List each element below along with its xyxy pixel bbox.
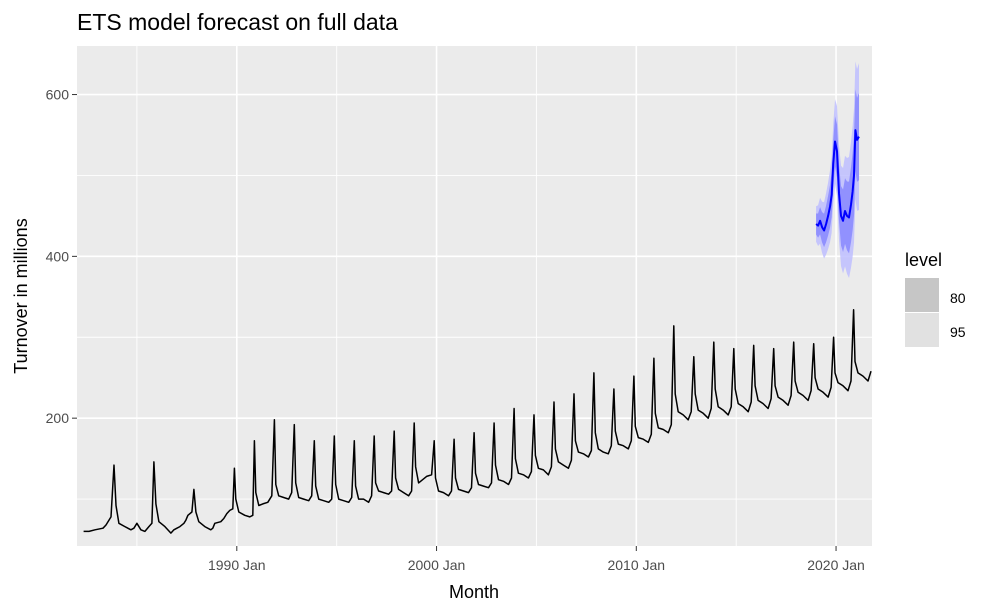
x-axis: 1990 Jan 2000 Jan 2010 Jan 2020 Jan <box>208 546 865 573</box>
y-tick-label-2: 600 <box>46 87 70 103</box>
plot-panel <box>77 46 872 546</box>
x-axis-title: Month <box>449 582 499 602</box>
forecast-line <box>815 129 860 232</box>
legend-label-95: 95 <box>950 324 966 340</box>
history-series <box>83 309 872 534</box>
y-axis-title: Turnover in millions <box>11 218 31 373</box>
x-tick-label-2: 2010 Jan <box>607 557 665 573</box>
legend-swatch-80 <box>905 278 939 312</box>
x-tick-label-1: 2000 Jan <box>408 557 466 573</box>
legend: level 80 95 <box>905 250 966 347</box>
y-tick-label-1: 400 <box>46 248 70 264</box>
chart-title: ETS model forecast on full data <box>77 9 398 35</box>
history-line <box>83 309 872 534</box>
legend-label-80: 80 <box>950 290 966 306</box>
legend-swatch-95 <box>905 313 939 347</box>
legend-title: level <box>905 250 942 270</box>
y-tick-label-0: 200 <box>46 410 70 426</box>
x-tick-label-0: 1990 Jan <box>208 557 266 573</box>
x-tick-label-3: 2020 Jan <box>807 557 865 573</box>
forecast-series <box>815 129 860 232</box>
y-axis: 200 400 600 <box>46 87 77 426</box>
